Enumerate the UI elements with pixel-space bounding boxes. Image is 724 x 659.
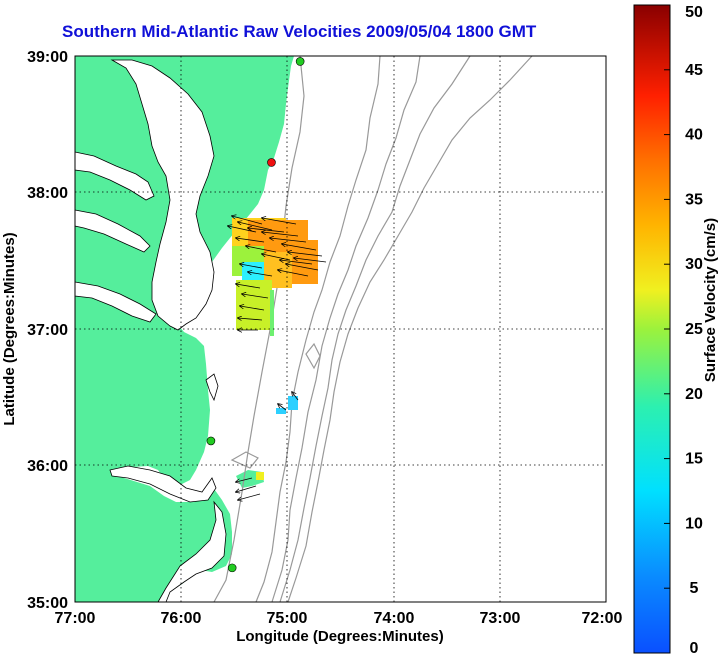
map-title: Southern Mid-Atlantic Raw Velocities 200… [62, 22, 537, 41]
x-tick-label: 75:00 [267, 610, 308, 627]
colorbar-ticks: 0 5 10 15 20 25 30 35 40 45 50 [664, 4, 703, 657]
colorbar-tick-label: 50 [685, 4, 703, 21]
colorbar-tick-label: 0 [690, 640, 699, 657]
x-tick-label: 77:00 [55, 610, 96, 627]
colorbar-tick-label: 25 [685, 321, 703, 338]
grid-lines [75, 56, 606, 602]
radar-station-marker [267, 158, 276, 167]
colorbar-tick-label: 35 [685, 191, 703, 208]
radar-station-marker [295, 57, 305, 66]
y-tick-label: 38:00 [27, 185, 68, 202]
colorbar-tick-label: 40 [685, 127, 703, 144]
y-tick-label: 36:00 [27, 458, 68, 475]
y-tick-label: 35:00 [27, 595, 68, 612]
x-axis: 77:00 76:00 75:00 74:00 73:00 72:00 Long… [55, 610, 623, 645]
colorbar-tick-label: 45 [685, 62, 703, 79]
y-tick-label: 39:00 [27, 49, 68, 66]
colorbar-tick-label: 15 [685, 451, 703, 468]
x-tick-label: 72:00 [582, 610, 623, 627]
y-axis-label: Latitude (Degrees:Minutes) [1, 232, 18, 425]
radar-stations [206, 57, 305, 573]
radar-station-marker [206, 436, 216, 446]
chesapeake-bay [74, 59, 227, 603]
y-tick-label: 37:00 [27, 322, 68, 339]
colorbar: 0 5 10 15 20 25 30 35 40 45 50 Surface Velocity (c… [633, 4, 719, 657]
radar-station-marker [227, 563, 237, 573]
colorbar-label: Surface Velocity (cm/s) [702, 218, 719, 382]
x-tick-label: 74:00 [374, 610, 415, 627]
velocity-vectors [228, 216, 327, 500]
colorbar-tick-label: 10 [685, 515, 703, 532]
x-tick-label: 73:00 [480, 610, 521, 627]
x-axis-label: Longitude (Degrees:Minutes) [236, 628, 444, 645]
y-axis: 35:00 36:00 37:00 38:00 39:00 Latitude (… [1, 49, 68, 612]
colorbar-tick-label: 30 [685, 256, 703, 273]
x-tick-label: 76:00 [161, 610, 202, 627]
colorbar-tick-label: 20 [685, 386, 703, 403]
colorbar-tick-label: 5 [690, 580, 699, 597]
map-frame [74, 55, 607, 603]
